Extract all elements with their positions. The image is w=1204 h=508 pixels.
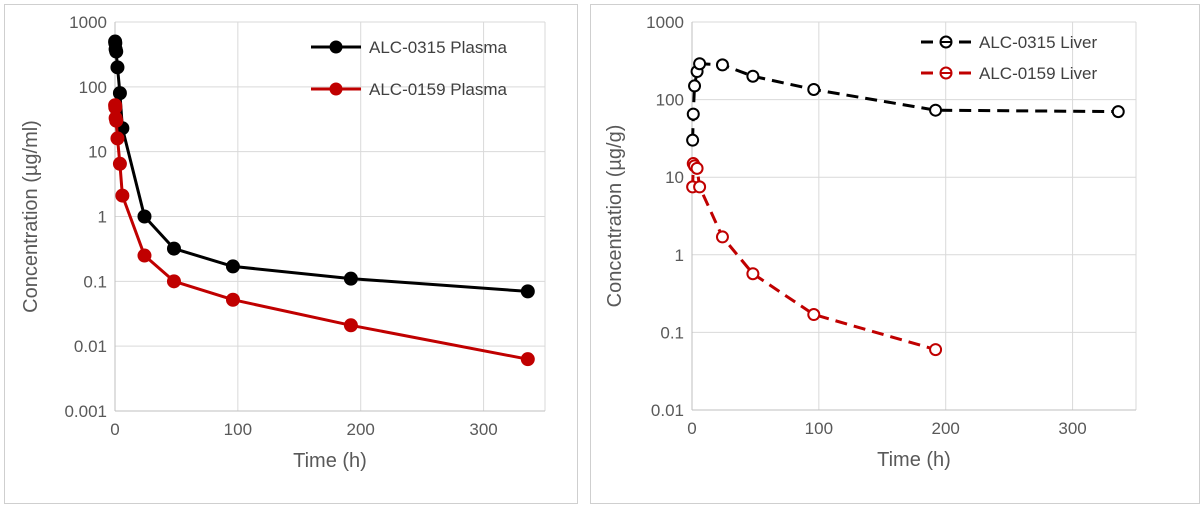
liver-chart: 0 100 200 300 0.01 0.1 1 10 100 1000 Time (h) Conce… — [604, 13, 1137, 471]
y-tick-label: 1 — [675, 246, 684, 265]
legend-marker-alc-0159-plasma — [329, 82, 343, 96]
x-tick-label: 100 — [805, 419, 833, 438]
x-tick-label: 200 — [932, 419, 960, 438]
y-tick-label: 10 — [88, 143, 107, 162]
alc-0159-plasma-point — [520, 352, 535, 367]
alc-0315-liver-point — [715, 58, 729, 72]
plasma-chart: 0 100 200 300 0.001 0.01 0.1 1 10 100 1000 Time (h)… — [20, 13, 546, 472]
alc-0159-plasma-line — [113, 105, 529, 361]
legend-label-alc-0159-plasma: ALC-0159 Plasma — [369, 80, 508, 99]
alc-0159-plasma-point — [110, 131, 125, 146]
y-tick-label: 1000 — [646, 13, 684, 32]
alc-0159-plasma-point — [225, 292, 240, 307]
alc-0315-plasma-point — [112, 86, 127, 101]
y-tick-label: 0.01 — [74, 337, 107, 356]
legend-label-alc-0159-liver: ALC-0159 Liver — [979, 64, 1097, 83]
y-tick-label: 100 — [79, 78, 107, 97]
alc-0159-liver-point — [807, 308, 821, 322]
alc-0315-liver-point — [686, 107, 700, 121]
x-axis-title: Time (h) — [293, 450, 367, 472]
x-axis-title: Time (h) — [877, 449, 951, 471]
alc-0315-liver-point — [807, 82, 821, 96]
x-tick-label: 100 — [224, 420, 252, 439]
alc-0315-liver-point — [746, 69, 760, 83]
legend-label-alc-0315-liver: ALC-0315 Liver — [979, 33, 1097, 52]
alc-0315-liver-point — [686, 133, 700, 147]
x-tick-label: 0 — [687, 419, 696, 438]
alc-0159-plasma-point — [137, 248, 152, 263]
alc-0159-liver-point — [929, 343, 943, 357]
alc-0159-plasma-point — [115, 188, 130, 203]
y-tick-label: 100 — [656, 91, 684, 110]
y-tick-label: 0.01 — [651, 401, 684, 420]
y-tick-label: 0.1 — [83, 272, 107, 291]
alc-0315-plasma-point — [109, 44, 124, 59]
alc-0159-liver-point — [690, 161, 704, 175]
alc-0159-plasma-point — [343, 318, 358, 333]
alc-0315-plasma-point — [225, 259, 240, 274]
y-axis-title: Concentration (µg/g) — [604, 125, 626, 308]
alc-0159-liver-point — [746, 267, 760, 281]
y-tick-label: 0.1 — [660, 323, 684, 342]
legend-marker-alc-0315-plasma — [329, 40, 343, 54]
alc-0315-liver-point — [693, 57, 707, 71]
alc-0159-liver-point — [715, 230, 729, 244]
chart-panel-liver: 0 100 200 300 0.01 0.1 1 10 100 1000 Time (h) Conce… — [590, 4, 1200, 504]
y-tick-label: 1 — [98, 208, 107, 227]
y-tick-label: 10 — [665, 168, 684, 187]
alc-0315-liver-point — [688, 79, 702, 93]
alc-0159-liver-point — [693, 180, 707, 194]
x-tick-label: 0 — [110, 420, 119, 439]
alc-0159-liver-line — [691, 162, 937, 352]
y-tick-label: 0.001 — [64, 402, 107, 421]
alc-0315-plasma-point — [520, 284, 535, 299]
alc-0315-plasma-point — [343, 271, 358, 286]
alc-0315-liver-point — [929, 103, 943, 117]
legend-label-alc-0315-plasma: ALC-0315 Plasma — [369, 38, 508, 57]
alc-0315-liver-point — [1111, 105, 1125, 119]
chart-panel-plasma: 0 100 200 300 0.001 0.01 0.1 1 10 100 1000 Time (h)… — [4, 4, 578, 504]
alc-0315-plasma-point — [166, 241, 181, 256]
alc-0159-plasma-point — [112, 156, 127, 171]
y-axis-title: Concentration (µg/ml) — [20, 120, 42, 313]
x-tick-label: 300 — [469, 420, 497, 439]
y-tick-label: 1000 — [69, 13, 107, 32]
alc-0315-liver-line — [691, 62, 1119, 141]
alc-0315-plasma-point — [137, 209, 152, 224]
alc-0159-plasma-point — [166, 274, 181, 289]
alc-0159-plasma-point — [109, 113, 124, 128]
x-tick-label: 200 — [347, 420, 375, 439]
alc-0315-plasma-point — [110, 60, 125, 75]
x-tick-label: 300 — [1058, 419, 1086, 438]
